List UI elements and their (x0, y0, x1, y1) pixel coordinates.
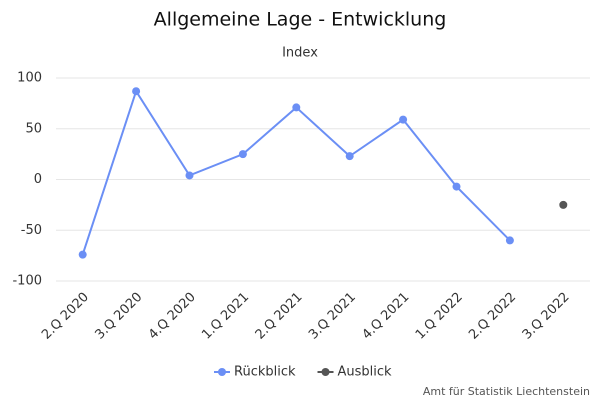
x-tick-label: 4.Q 2021 (359, 290, 412, 343)
x-tick-label: 3.Q 2021 (306, 290, 359, 343)
y-tick-label: 0 (34, 172, 42, 187)
data-point (345, 152, 354, 161)
data-point (185, 171, 194, 180)
x-tick-label: 4.Q 2020 (146, 290, 199, 343)
y-tick-label: 50 (25, 121, 42, 136)
x-tick-label: 2.Q 2022 (466, 290, 519, 343)
y-tick-label: 100 (17, 71, 42, 86)
data-point (238, 150, 247, 159)
x-tick-label: 1.Q 2022 (413, 290, 466, 343)
data-point (292, 103, 301, 112)
x-tick-label: 1.Q 2021 (199, 290, 252, 343)
legend-label: Rückblick (234, 365, 296, 380)
x-tick-label: 2.Q 2021 (253, 290, 306, 343)
data-point (505, 236, 514, 245)
data-point (559, 200, 568, 209)
x-tick-label: 3.Q 2020 (92, 290, 145, 343)
chart-subtitle: Index (282, 46, 318, 61)
x-tick-label: 2.Q 2020 (39, 290, 92, 343)
x-tick-label: 3.Q 2022 (520, 290, 573, 343)
legend-label: Ausblick (338, 365, 393, 380)
credits: Amt für Statistik Liechtenstein (423, 385, 590, 398)
data-point (78, 250, 87, 259)
data-point (452, 182, 461, 191)
data-point (399, 115, 408, 124)
chart-title: Allgemeine Lage - Entwicklung (154, 9, 447, 31)
data-point (132, 87, 141, 96)
y-tick-label: -100 (12, 274, 42, 289)
y-tick-label: -50 (21, 223, 42, 238)
